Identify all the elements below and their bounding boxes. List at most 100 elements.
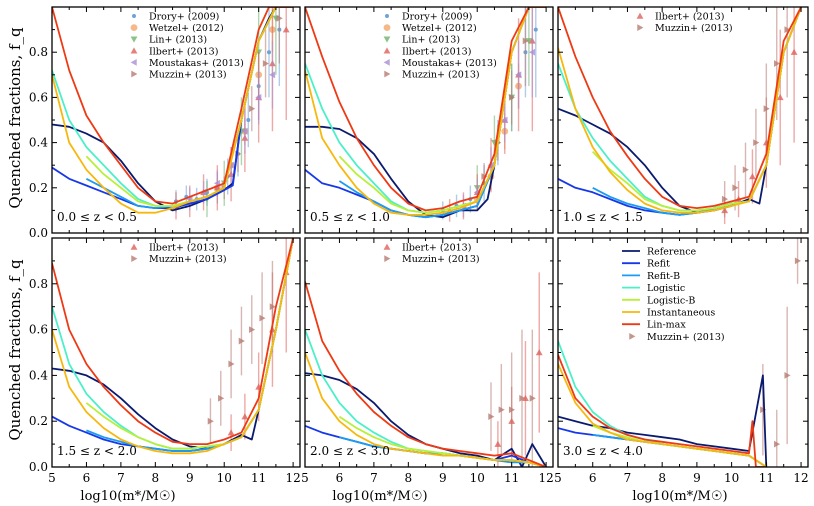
- obs-point: [488, 413, 495, 421]
- obs-point: [238, 337, 245, 345]
- axes-frame: [557, 6, 809, 234]
- legend-marker: [131, 70, 138, 78]
- x-tick-label: 5: [554, 471, 562, 485]
- legend-marker: [130, 59, 137, 66]
- panel-top-right: 1.0 ≤ z < 1.5 Ilbert+ (2013)Muzzin+ (2013…: [557, 6, 809, 234]
- obs-point: [494, 440, 502, 447]
- legend: Drory+ (2009)Wetzel+ (2012)Lin+ (2013)Il…: [383, 12, 497, 81]
- legend: Drory+ (2009)Wetzel+ (2012)Lin+ (2013)Il…: [130, 12, 244, 81]
- x-tick-label: 11: [504, 471, 519, 485]
- x-tick-label: 11: [251, 471, 266, 485]
- obs-point: [525, 38, 533, 45]
- obs-point: [218, 394, 225, 402]
- series-line-instantaneous: [52, 238, 294, 455]
- legend-label: Ilbert+ (2013): [655, 12, 724, 23]
- panel-bottom-middle: 5 6 7 8 9 10 11 12 2.0 ≤ z < 3.0 Ilbert+ (2013)Mu…: [301, 237, 554, 485]
- x-tick-label: 9: [693, 471, 701, 485]
- x-axis-label-middle: log10(m*/M☉): [332, 489, 427, 504]
- x-tick-label: 10: [470, 471, 485, 485]
- legend-label: Drory+ (2009): [402, 12, 472, 23]
- obs-point: [249, 105, 256, 113]
- legend-marker: [383, 47, 391, 54]
- obs-point: [228, 360, 235, 368]
- obs-point: [732, 184, 739, 192]
- legend-marker: [130, 24, 138, 31]
- panel-top-middle: 0.5 ≤ z < 1.0 Drory+ (2009)Wetzel+ (2012)…: [304, 6, 554, 234]
- x-tick-label: 10: [724, 471, 739, 485]
- legend-label: Reference: [647, 247, 697, 258]
- x-tick-label: 6: [83, 471, 91, 485]
- x-tick-label: 6: [589, 471, 597, 485]
- obs-point: [760, 406, 767, 414]
- series-line-refit-b: [592, 7, 802, 216]
- obs-point: [776, 94, 784, 101]
- obs-point: [528, 48, 536, 56]
- plot-area: [52, 238, 294, 455]
- series-line-instantaneous: [52, 7, 294, 214]
- redshift-label: 1.0 ≤ z < 1.5: [563, 210, 643, 224]
- obs-point: [276, 14, 283, 22]
- series-line-lin-max: [558, 354, 767, 467]
- plot-area: [305, 7, 547, 222]
- obs-point: [262, 60, 269, 67]
- legend-marker: [383, 59, 390, 66]
- obs-point: [533, 27, 538, 32]
- y-tick-label: 0.8: [29, 45, 48, 59]
- legend: Ilbert+ (2013)Muzzin+ (2013): [130, 243, 227, 265]
- legend-label: Moustakas+ (2013): [402, 58, 497, 69]
- obs-point: [267, 50, 271, 55]
- legend-label: Muzzin+ (2013): [149, 70, 227, 81]
- series-line-instantaneous: [558, 7, 802, 214]
- x-tick-label: 7: [117, 471, 125, 485]
- y-tick-label: 0.8: [29, 277, 48, 291]
- x-tick-label: 12: [285, 471, 300, 485]
- legend-label: Refit: [647, 259, 670, 270]
- legend-marker: [383, 243, 391, 250]
- legend-label: Ilbert+ (2013): [402, 243, 471, 254]
- legend-label: Muzzin+ (2013): [402, 254, 480, 265]
- x-tick-label: 7: [370, 471, 378, 485]
- legend-marker: [131, 255, 138, 262]
- obs-point: [753, 139, 760, 146]
- obs-point: [246, 118, 251, 122]
- series-line-instantaneous: [558, 363, 767, 467]
- plot-area: [305, 272, 547, 467]
- series-line-lin-max: [305, 281, 547, 467]
- legend-label: Refit-B: [647, 271, 680, 282]
- obs-point: [501, 116, 508, 124]
- obs-point: [269, 303, 276, 311]
- obs-point: [498, 406, 505, 414]
- obs-point: [784, 26, 791, 33]
- obs-point: [282, 26, 290, 33]
- legend-marker: [383, 24, 391, 31]
- y-tick-label: 0.6: [29, 90, 48, 104]
- plot-area: [558, 238, 801, 467]
- legend-marker: [130, 243, 138, 250]
- obs-point: [259, 314, 266, 322]
- legend-label: Muzzin+ (2013): [647, 332, 725, 343]
- x-axis-label-left: log10(m*/M☉): [80, 489, 175, 504]
- x-tick-label: 8: [405, 471, 413, 485]
- y-axis-label-top: Quenched fractions, f_q: [6, 27, 24, 209]
- panel-bottom-right: 5 6 7 8 9 10 11 12 3.0 ≤ z < 4.0 ReferenceRefitRe…: [554, 237, 809, 485]
- legend: Ilbert+ (2013)Muzzin+ (2013): [636, 12, 733, 34]
- series-line-reference: [558, 7, 802, 214]
- legend-label: Lin+ (2013): [149, 35, 207, 46]
- series-line-instantaneous: [305, 352, 547, 467]
- x-tick-label: 8: [152, 471, 160, 485]
- redshift-label: 2.0 ≤ z < 3.0: [310, 444, 390, 458]
- obs-point: [774, 60, 781, 67]
- legend-label: Lin-max: [647, 320, 686, 331]
- legend-label: Lin+ (2013): [402, 35, 460, 46]
- legend-marker: [637, 24, 644, 31]
- obs-point: [529, 394, 536, 402]
- legend-marker: [385, 14, 389, 18]
- obs-point: [794, 257, 801, 265]
- obs-point: [508, 406, 516, 414]
- x-tick-label: 10: [217, 471, 232, 485]
- y-tick-label: 0.0: [29, 226, 48, 240]
- x-tick-label: 9: [439, 471, 447, 485]
- plot-area: [52, 7, 294, 220]
